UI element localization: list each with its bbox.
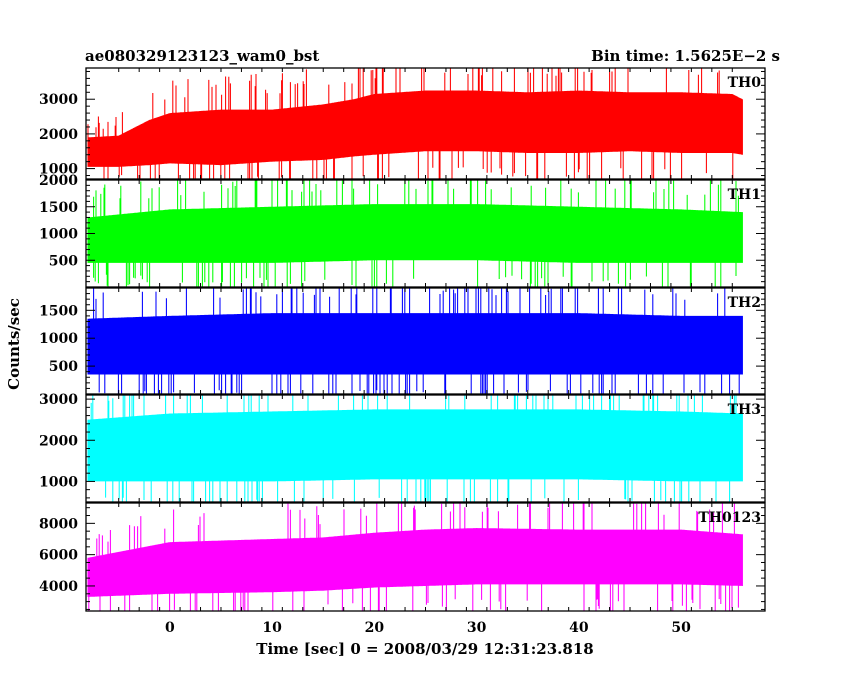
series-th3-trace (87, 395, 743, 502)
x-tick-label: 0 (165, 620, 175, 636)
chart-title: ae080329123123_wam0_bst (85, 47, 319, 65)
panel-th0: 1000 2000 3000 TH0 (39, 67, 766, 180)
x-tick-label: 40 (569, 620, 589, 636)
y-tick-label: 2000 (39, 433, 78, 449)
y-tick-label: 1000 (39, 227, 78, 243)
series-th0-trace (87, 68, 743, 179)
y-tick-label: 1500 (39, 200, 78, 216)
x-axis-label: Time [sec] 0 = 2008/03/29 12:31:23.818 (256, 640, 593, 658)
y-tick-label: 3000 (39, 92, 78, 108)
bin-time-label: Bin time: 1.5625E−2 s (591, 47, 780, 65)
y-tick-label: 8000 (39, 516, 78, 532)
y-tick-label: 3000 (39, 392, 78, 408)
panel-label-th0123: TH0123 (698, 510, 761, 526)
y-tick-label: 2000 (39, 127, 78, 143)
y-tick-label: 4000 (39, 579, 78, 595)
panel-label-th3: TH3 (728, 402, 761, 418)
x-tick-label: 20 (365, 620, 385, 636)
y-tick-label: 1500 (39, 303, 78, 319)
y-tick-label: 1000 (39, 162, 78, 178)
panel-th1: 500 1000 1500 2000 TH1 (39, 173, 766, 288)
panels-group: 100020003000TH0500100015002000TH15001000… (39, 67, 766, 612)
panel-th3: 1000 2000 3000 TH3 (39, 392, 766, 503)
panel-label-th0: TH0 (728, 75, 762, 91)
panel-th2: 500 1000 1500 TH2 (39, 287, 766, 395)
series-th1-trace (87, 180, 743, 287)
y-tick-label: 1000 (39, 474, 78, 490)
y-tick-label: 500 (49, 359, 78, 375)
x-tick-label: 10 (262, 620, 282, 636)
series-th2-trace (87, 288, 743, 394)
series-th0123-trace (87, 503, 743, 611)
panel-th0123: 4000 6000 8000 TH0123 (39, 502, 766, 612)
x-axis: 0 10 20 30 40 50 (165, 620, 691, 636)
y-tick-label: 1000 (39, 331, 78, 347)
y-tick-label: 500 (49, 253, 78, 269)
y-axis-label: Counts/sec (5, 298, 23, 390)
y-tick-label: 2000 (39, 173, 78, 189)
x-tick-label: 50 (671, 620, 691, 636)
y-tick-label: 6000 (39, 548, 78, 564)
panel-label-th1: TH1 (728, 187, 761, 203)
panel-label-th2: TH2 (728, 295, 761, 311)
x-tick-label: 30 (467, 620, 487, 636)
